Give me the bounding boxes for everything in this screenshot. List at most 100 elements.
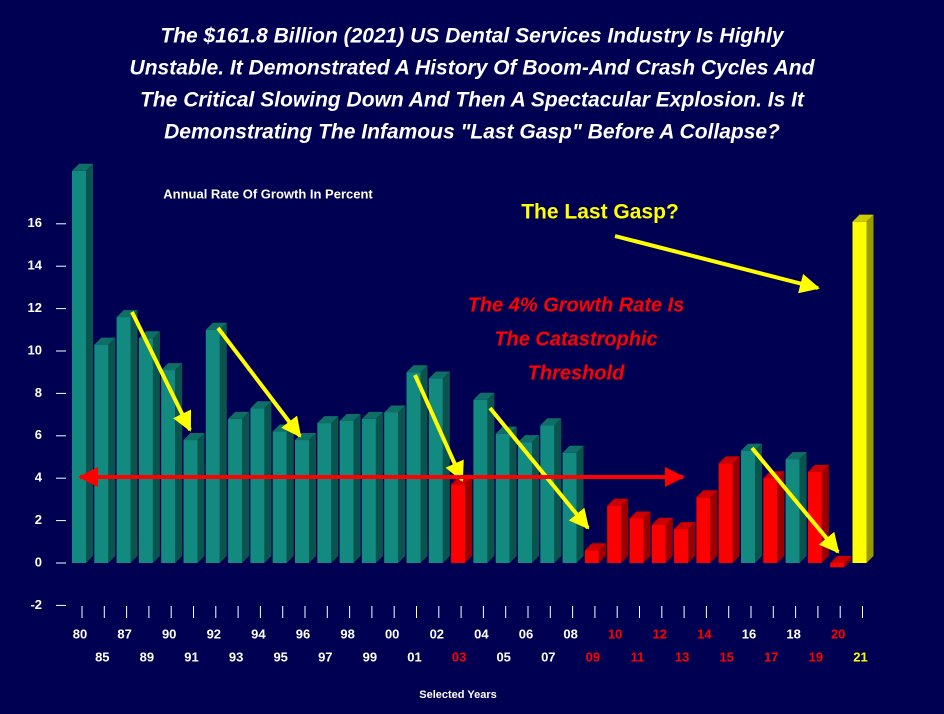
y-tick-label: 0	[35, 554, 42, 569]
arrow	[130, 311, 192, 432]
bar	[651, 524, 666, 563]
bar-side	[197, 433, 205, 563]
bar-side	[643, 511, 651, 563]
bar-top	[339, 413, 361, 421]
x-tick-label: 13	[675, 649, 689, 664]
bar-side	[86, 163, 93, 564]
x-tick-label: 07	[541, 649, 555, 664]
bars	[72, 163, 874, 568]
x-tick-label: 06	[519, 626, 533, 641]
bar-side	[465, 477, 473, 563]
arrows	[78, 234, 840, 554]
bar-top	[785, 452, 807, 460]
x-tick-label: 03	[452, 649, 466, 664]
annotation: Threshold	[528, 362, 625, 384]
bar-side	[755, 443, 762, 563]
bar-side	[375, 411, 383, 563]
arrow	[216, 326, 302, 438]
y-tick-label: 2	[35, 512, 42, 527]
x-tick-label: 12	[653, 626, 667, 641]
bar-side	[732, 456, 740, 563]
x-tick-label: 18	[786, 626, 800, 641]
bar	[785, 459, 800, 563]
bar-side	[688, 522, 696, 563]
x-tick-label: 96	[296, 626, 310, 641]
bar	[250, 408, 265, 563]
x-tick-label: 01	[407, 649, 421, 664]
y-tick-label: 4	[35, 470, 43, 485]
bar-top	[473, 392, 495, 400]
bar-side	[576, 445, 584, 563]
bar-side	[821, 464, 829, 563]
x-tick-label: 85	[95, 649, 109, 664]
bar-side	[777, 471, 785, 563]
bar	[317, 423, 332, 563]
bar-side	[532, 435, 539, 563]
bar-side	[509, 426, 517, 563]
x-tick-label: 91	[184, 649, 198, 664]
bar	[696, 497, 711, 563]
bar-top	[518, 435, 539, 443]
bar-top	[250, 401, 272, 409]
x-tick-label: 05	[496, 649, 510, 664]
bar	[72, 170, 86, 564]
bar-side	[309, 433, 316, 563]
x-tick-label: 87	[117, 626, 131, 641]
bar-side	[219, 322, 227, 563]
bar-top	[629, 511, 651, 519]
bar-top	[72, 163, 93, 171]
bar	[629, 518, 644, 563]
bar-top	[852, 214, 874, 222]
x-tick-label: 04	[474, 626, 489, 641]
x-tick-label: 02	[430, 626, 444, 641]
x-tick-label: 17	[764, 649, 778, 664]
bar-top	[361, 411, 383, 419]
bar	[540, 425, 555, 563]
x-tick-label: 14	[697, 626, 712, 641]
title-line: Demonstrating The Infamous "Last Gasp" B…	[164, 121, 780, 144]
x-tick-label: 21	[853, 649, 867, 664]
y-tick-label: 12	[28, 300, 42, 315]
y-tick-label: -2	[30, 597, 42, 612]
bar-side	[175, 363, 183, 563]
bar-side	[264, 401, 272, 563]
bar-top	[317, 416, 339, 424]
title-line: Unstable. It Demonstrated A History Of B…	[130, 57, 816, 80]
bar	[161, 370, 176, 563]
x-tick-label: 15	[719, 649, 733, 664]
bar-side	[844, 556, 852, 568]
bar	[205, 329, 220, 563]
annotation: The Catastrophic	[494, 328, 657, 350]
x-axis-label: Selected Years	[419, 689, 496, 701]
bar-top	[161, 363, 183, 371]
bar	[830, 563, 845, 568]
arrow	[614, 234, 820, 294]
bar	[183, 440, 198, 563]
bar-top	[540, 418, 562, 426]
arrow	[750, 446, 840, 554]
x-tick-label: 00	[385, 626, 399, 641]
bar-side	[598, 543, 606, 563]
chart-title: The $161.8 Billion (2021) US Dental Serv…	[130, 25, 816, 144]
x-tick-label: 08	[563, 626, 577, 641]
bar-side	[108, 337, 116, 563]
x-tick-label: 94	[251, 626, 266, 641]
bar-side	[621, 498, 629, 563]
bar-top	[718, 456, 740, 464]
bar	[741, 450, 755, 563]
bar-side	[442, 371, 450, 563]
bar	[228, 418, 243, 563]
bar	[361, 418, 376, 563]
bar-side	[665, 517, 673, 563]
bar-top	[384, 405, 406, 413]
bar-side	[710, 490, 718, 563]
bar-top	[205, 322, 227, 330]
bar	[406, 372, 421, 563]
y-axis-label: Annual Rate Of Growth In Percent	[163, 186, 373, 201]
bar	[518, 442, 532, 563]
bar-side	[866, 214, 874, 563]
bar-side	[130, 310, 138, 563]
bar-side	[286, 424, 294, 563]
x-tick-label: 90	[162, 626, 176, 641]
